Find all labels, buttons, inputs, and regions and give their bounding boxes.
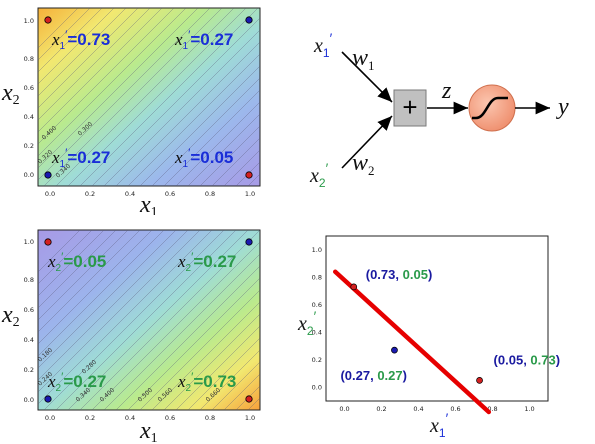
red-point — [245, 395, 253, 403]
y-tick: 1.0 — [312, 246, 322, 254]
blue-point — [245, 16, 253, 24]
y-tick: 0.8 — [24, 55, 34, 63]
red-point — [476, 377, 483, 384]
y-axis-label: x2′ — [297, 308, 317, 338]
y-tick-labels: 0.0 0.2 0.4 0.6 0.8 1.0 — [24, 17, 34, 179]
x-tick: 0.4 — [125, 190, 135, 198]
contour-lines — [38, 230, 260, 410]
blue-point — [44, 171, 52, 179]
annotation-x2prime: x2′=0.27 — [47, 370, 106, 394]
contour-plot-x1prime: 0.400 0.300 0.320 0.340 0.0 0.2 0.4 0.6 … — [1, 7, 261, 215]
y-tick: 0.6 — [24, 306, 34, 314]
sigmoid-node — [468, 84, 516, 132]
y-axis-label: x2 — [1, 302, 20, 330]
y-tick: 0.8 — [24, 276, 34, 284]
x-tick: 0.0 — [339, 405, 349, 413]
x-axis-label: x1′ — [429, 410, 449, 440]
y-tick: 0.2 — [24, 142, 34, 150]
y-tick: 0.8 — [312, 273, 322, 281]
x-tick: 1.0 — [245, 414, 255, 422]
sum-symbol: + — [402, 92, 417, 122]
red-point — [44, 16, 52, 24]
annotation-x2prime: x2′=0.73 — [177, 370, 236, 394]
input-x2prime-label: x2′ — [309, 160, 329, 190]
x-tick: 0.0 — [45, 190, 55, 198]
x-tick: 0.6 — [450, 405, 460, 413]
y-tick: 0.0 — [312, 383, 322, 391]
y-tick: 0.2 — [24, 366, 34, 374]
weight-arrow-1 — [341, 51, 393, 103]
x-axis-label: x1 — [139, 192, 158, 215]
red-point — [245, 171, 253, 179]
y-axis-label: x2 — [1, 80, 20, 108]
x-tick: 0.8 — [487, 405, 497, 413]
y-tick: 0.2 — [312, 356, 322, 364]
y-tick-labels: 0.0 0.2 0.4 0.6 0.8 1.0 — [24, 238, 34, 404]
y-tick: 1.0 — [24, 238, 34, 246]
y-tick: 0.4 — [312, 328, 322, 336]
x-tick: 0.2 — [85, 190, 95, 198]
input-x1prime-label: x1′ — [313, 30, 333, 60]
red-point — [350, 283, 358, 291]
decision-boundary-line — [333, 269, 492, 415]
x-tick: 0.6 — [165, 190, 175, 198]
annotation-x1prime: x1′=0.05 — [174, 146, 233, 170]
output-y-label: y — [556, 94, 569, 120]
x-tick-labels: 0.0 0.2 0.4 0.6 0.8 1.0 — [45, 414, 255, 422]
blue-point — [391, 346, 398, 354]
x-axis-label: x1 — [139, 418, 158, 444]
sum-node — [393, 89, 427, 127]
y-tick: 0.4 — [24, 113, 34, 121]
x-tick: 0.2 — [376, 405, 386, 413]
blue-point — [44, 395, 52, 403]
blue-point — [245, 238, 253, 246]
y-tick: 0.4 — [24, 336, 34, 344]
weight-w1-label: w1 — [352, 45, 375, 73]
point-label: (0.27, 0.27) — [340, 368, 407, 383]
weight-arrow-2 — [341, 115, 393, 169]
scatter-plot-transformed: 0.0 0.2 0.4 0.6 0.8 1.0 0.0 0.2 0.4 0.6 0.8 1.0 (0… — [297, 235, 561, 440]
annotation-x2prime: x2′=0.27 — [177, 250, 236, 274]
x-tick: 1.0 — [524, 405, 534, 413]
x-tick-labels: 0.0 0.2 0.4 0.6 0.8 1.0 — [45, 190, 255, 198]
annotation-x1prime: x1′=0.27 — [51, 146, 110, 170]
x-tick: 0.4 — [413, 405, 423, 413]
point-label: (0.73, 0.05) — [366, 267, 433, 282]
x-tick: 0.8 — [205, 414, 215, 422]
annotation-x1prime: x1′=0.73 — [51, 28, 110, 52]
y-tick: 1.0 — [24, 17, 34, 25]
weight-w2-label: w2 — [352, 150, 375, 178]
z-label: z — [441, 78, 452, 104]
plot-area — [37, 7, 261, 187]
contour-lines — [38, 8, 260, 186]
y-tick: 0.6 — [312, 301, 322, 309]
x-tick: 0.2 — [85, 414, 95, 422]
annotation-x1prime: x1′=0.27 — [174, 28, 233, 52]
sigmoid-icon — [472, 96, 508, 120]
point-label: (0.05, 0.73) — [494, 352, 561, 367]
red-point — [44, 238, 52, 246]
x-tick: 0.0 — [45, 414, 55, 422]
x-tick: 1.0 — [245, 190, 255, 198]
annotation-x2prime: x2′=0.05 — [47, 250, 106, 274]
x-tick: 0.6 — [165, 414, 175, 422]
x-tick: 0.4 — [125, 414, 135, 422]
y-tick: 0.0 — [24, 171, 34, 179]
y-tick: 0.6 — [24, 84, 34, 92]
plot-frame — [325, 235, 549, 402]
x-tick: 0.8 — [205, 190, 215, 198]
y-tick: 0.0 — [24, 396, 34, 404]
neuron-diagram: x1′ x2′ w1 w2 + z y — [309, 30, 569, 190]
contour-plot-x2prime: 0.180 0.280 0.240 0.340 0.400 0.500 0.56… — [1, 229, 261, 444]
